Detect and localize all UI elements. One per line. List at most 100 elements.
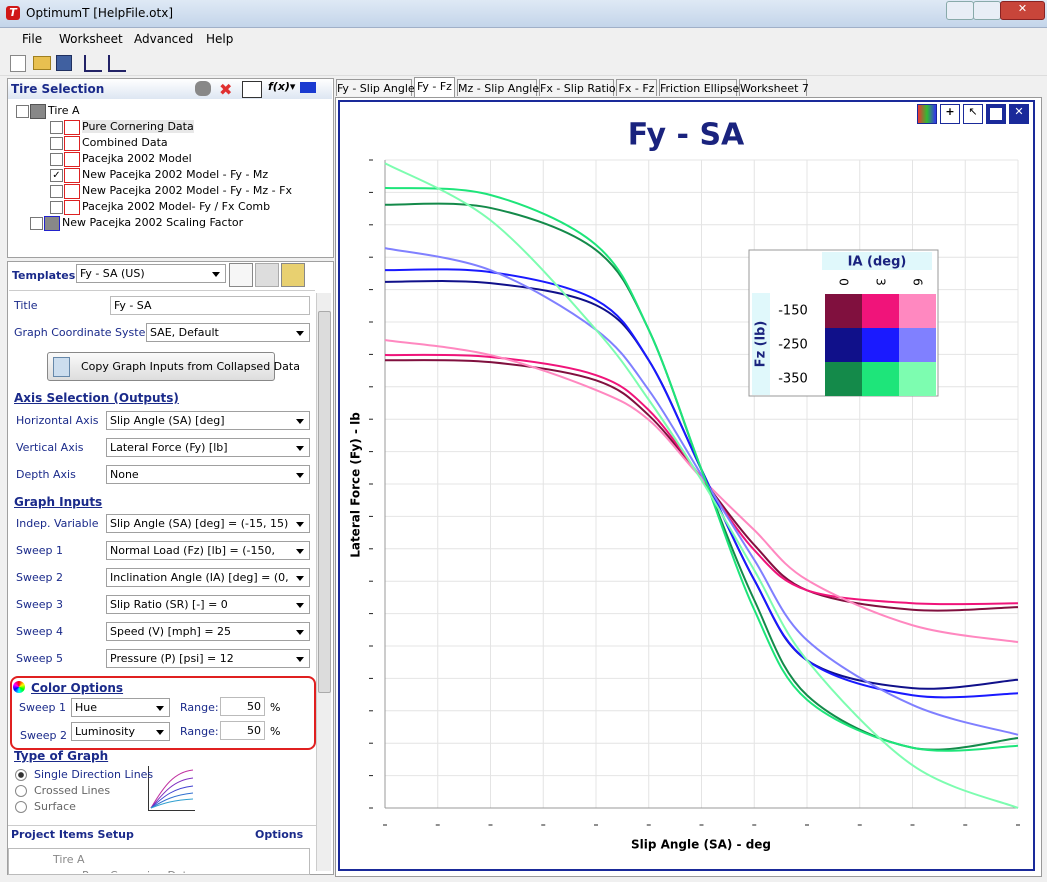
color-icon[interactable] <box>300 82 316 93</box>
range-input[interactable]: 50 <box>220 721 265 740</box>
field-label: Depth Axis <box>16 468 76 481</box>
field-select[interactable]: Lateral Force (Fy) [lb] <box>106 438 310 457</box>
tree-item[interactable]: New Pacejka 2002 Scaling Factor <box>62 216 244 229</box>
radio[interactable] <box>15 769 27 781</box>
menu-item[interactable]: Advanced <box>134 32 194 46</box>
copy-button[interactable]: Copy Graph Inputs from Collapsed Data <box>47 352 300 381</box>
radio-label[interactable]: Crossed Lines <box>34 784 111 797</box>
field-select[interactable]: Luminosity <box>71 722 170 741</box>
field-label: Vertical Axis <box>16 441 84 454</box>
colors-button[interactable] <box>917 104 937 124</box>
checkbox[interactable] <box>50 137 63 150</box>
pointer-button[interactable]: ↖ <box>963 104 983 124</box>
checkbox[interactable] <box>50 153 63 166</box>
radio[interactable] <box>15 785 27 797</box>
tree-item[interactable]: New Pacejka 2002 Model - Fy - Mz - Fx <box>82 184 292 197</box>
field-select[interactable]: SAE, Default <box>146 323 310 342</box>
field-select[interactable]: Slip Ratio (SR) [-] = 0 <box>106 595 310 614</box>
options-menu[interactable]: Options <box>255 828 304 841</box>
panel-title: Tire Selection <box>11 82 105 96</box>
close-button[interactable]: ✕ <box>1000 1 1045 20</box>
refresh-button[interactable] <box>229 263 253 287</box>
section-header: Graph Inputs <box>14 495 103 509</box>
scrollbar[interactable] <box>316 293 331 871</box>
field-label: Sweep 1 <box>19 701 66 714</box>
crosshair-button[interactable]: + <box>940 104 960 124</box>
note-icon[interactable] <box>242 81 262 98</box>
tree-item[interactable]: Combined Data <box>82 136 168 149</box>
field-select[interactable]: Speed (V) [mph] = 25 <box>106 622 310 641</box>
tree-icon <box>64 120 80 135</box>
tab[interactable]: Worksheet 7 <box>739 79 809 96</box>
tree-item[interactable]: Pacejka 2002 Model <box>82 152 192 165</box>
chart: Fy - SA Slip Angle (SA) - deg Lateral Fo… <box>349 118 1020 852</box>
tree-icon <box>64 184 80 199</box>
tab[interactable]: Fy - Fz <box>414 77 455 97</box>
tree-item[interactable]: Pacejka 2002 Model- Fy / Fx Comb <box>82 200 271 213</box>
new-button[interactable] <box>10 55 26 72</box>
field-select[interactable]: Inclination Angle (IA) [deg] = (0, 3, 6) <box>106 568 310 587</box>
tree-icon <box>64 200 80 215</box>
field-label: Horizontal Axis <box>16 414 99 427</box>
series-line <box>384 186 1019 752</box>
tab[interactable]: Fy - Slip Angle <box>336 79 415 96</box>
field-label: Sweep 2 <box>20 729 67 742</box>
field-select[interactable]: Normal Load (Fz) [lb] = (-150, -250, -35 <box>106 541 310 560</box>
menu-item[interactable]: Help <box>206 32 234 46</box>
tree-icon <box>44 216 60 231</box>
maximize-button[interactable] <box>973 1 1001 20</box>
tab[interactable]: Fx - Fz <box>616 79 657 96</box>
window-title: OptimumT [HelpFile.otx] <box>26 6 173 20</box>
range-label: Range: <box>180 701 219 714</box>
graph-button[interactable] <box>84 55 102 72</box>
radio[interactable] <box>15 801 27 813</box>
preview-lines <box>150 769 194 809</box>
checkbox[interactable] <box>50 121 63 134</box>
tree-item[interactable]: Pure Cornering Data <box>82 120 194 133</box>
close-plot-button[interactable]: ✕ <box>1009 104 1029 124</box>
window-button[interactable] <box>986 104 1006 124</box>
checkbox[interactable] <box>30 217 43 230</box>
legend-swatch <box>899 362 936 396</box>
checkbox[interactable] <box>50 201 63 214</box>
section-title: Project Items Setup <box>11 828 134 841</box>
tab[interactable]: Mz - Slip Angle <box>457 79 539 96</box>
open-button[interactable] <box>33 56 51 70</box>
tree-item[interactable]: Pure Cornering Data <box>82 869 194 873</box>
save-template-button[interactable] <box>255 263 279 287</box>
edit-template-button[interactable] <box>281 263 305 287</box>
project-tree <box>8 848 310 875</box>
tab[interactable]: Friction Ellipse <box>659 79 739 96</box>
tree-item[interactable]: Tire A <box>53 853 85 866</box>
templates-select[interactable]: Fy - SA (US) <box>76 264 226 283</box>
field-select[interactable]: Pressure (P) [psi] = 12 <box>106 649 310 668</box>
divider <box>9 290 315 291</box>
field-select[interactable]: Slip Angle (SA) [deg] = (-15, 15) 50 ste <box>106 514 310 533</box>
tab[interactable]: Fx - Slip Ratio <box>539 79 616 96</box>
color-wheel-icon <box>13 681 25 693</box>
field-label: Title <box>14 299 38 312</box>
menu-item[interactable]: Worksheet <box>59 32 123 46</box>
delete-icon[interactable]: ✖ <box>219 80 233 99</box>
checkbox[interactable] <box>50 185 63 198</box>
field-select[interactable]: Slip Angle (SA) [deg] <box>106 411 310 430</box>
checkbox[interactable]: ✓ <box>50 169 63 182</box>
tire-icon[interactable] <box>195 81 211 96</box>
radio-label[interactable]: Surface <box>34 800 76 813</box>
graph3d-button[interactable] <box>108 55 126 72</box>
save-button[interactable] <box>56 55 72 71</box>
range-input[interactable]: 50 <box>220 697 265 716</box>
tree-item[interactable]: Tire A <box>48 104 80 117</box>
field-select[interactable]: None <box>106 465 310 484</box>
text-input[interactable]: Fy - SA <box>110 296 310 315</box>
legend-row-label: -250 <box>778 338 808 353</box>
checkbox[interactable] <box>16 105 29 118</box>
minimize-button[interactable] <box>946 1 974 20</box>
section-header[interactable]: Color Options <box>31 681 124 695</box>
legend-column-title: IA (deg) <box>848 255 907 270</box>
function-icon[interactable]: f(x)▾ <box>268 80 296 93</box>
menu-item[interactable]: File <box>22 32 43 46</box>
field-select[interactable]: Hue <box>71 698 170 717</box>
tree-item[interactable]: New Pacejka 2002 Model - Fy - Mz <box>82 168 269 181</box>
radio-label[interactable]: Single Direction Lines <box>34 768 154 781</box>
